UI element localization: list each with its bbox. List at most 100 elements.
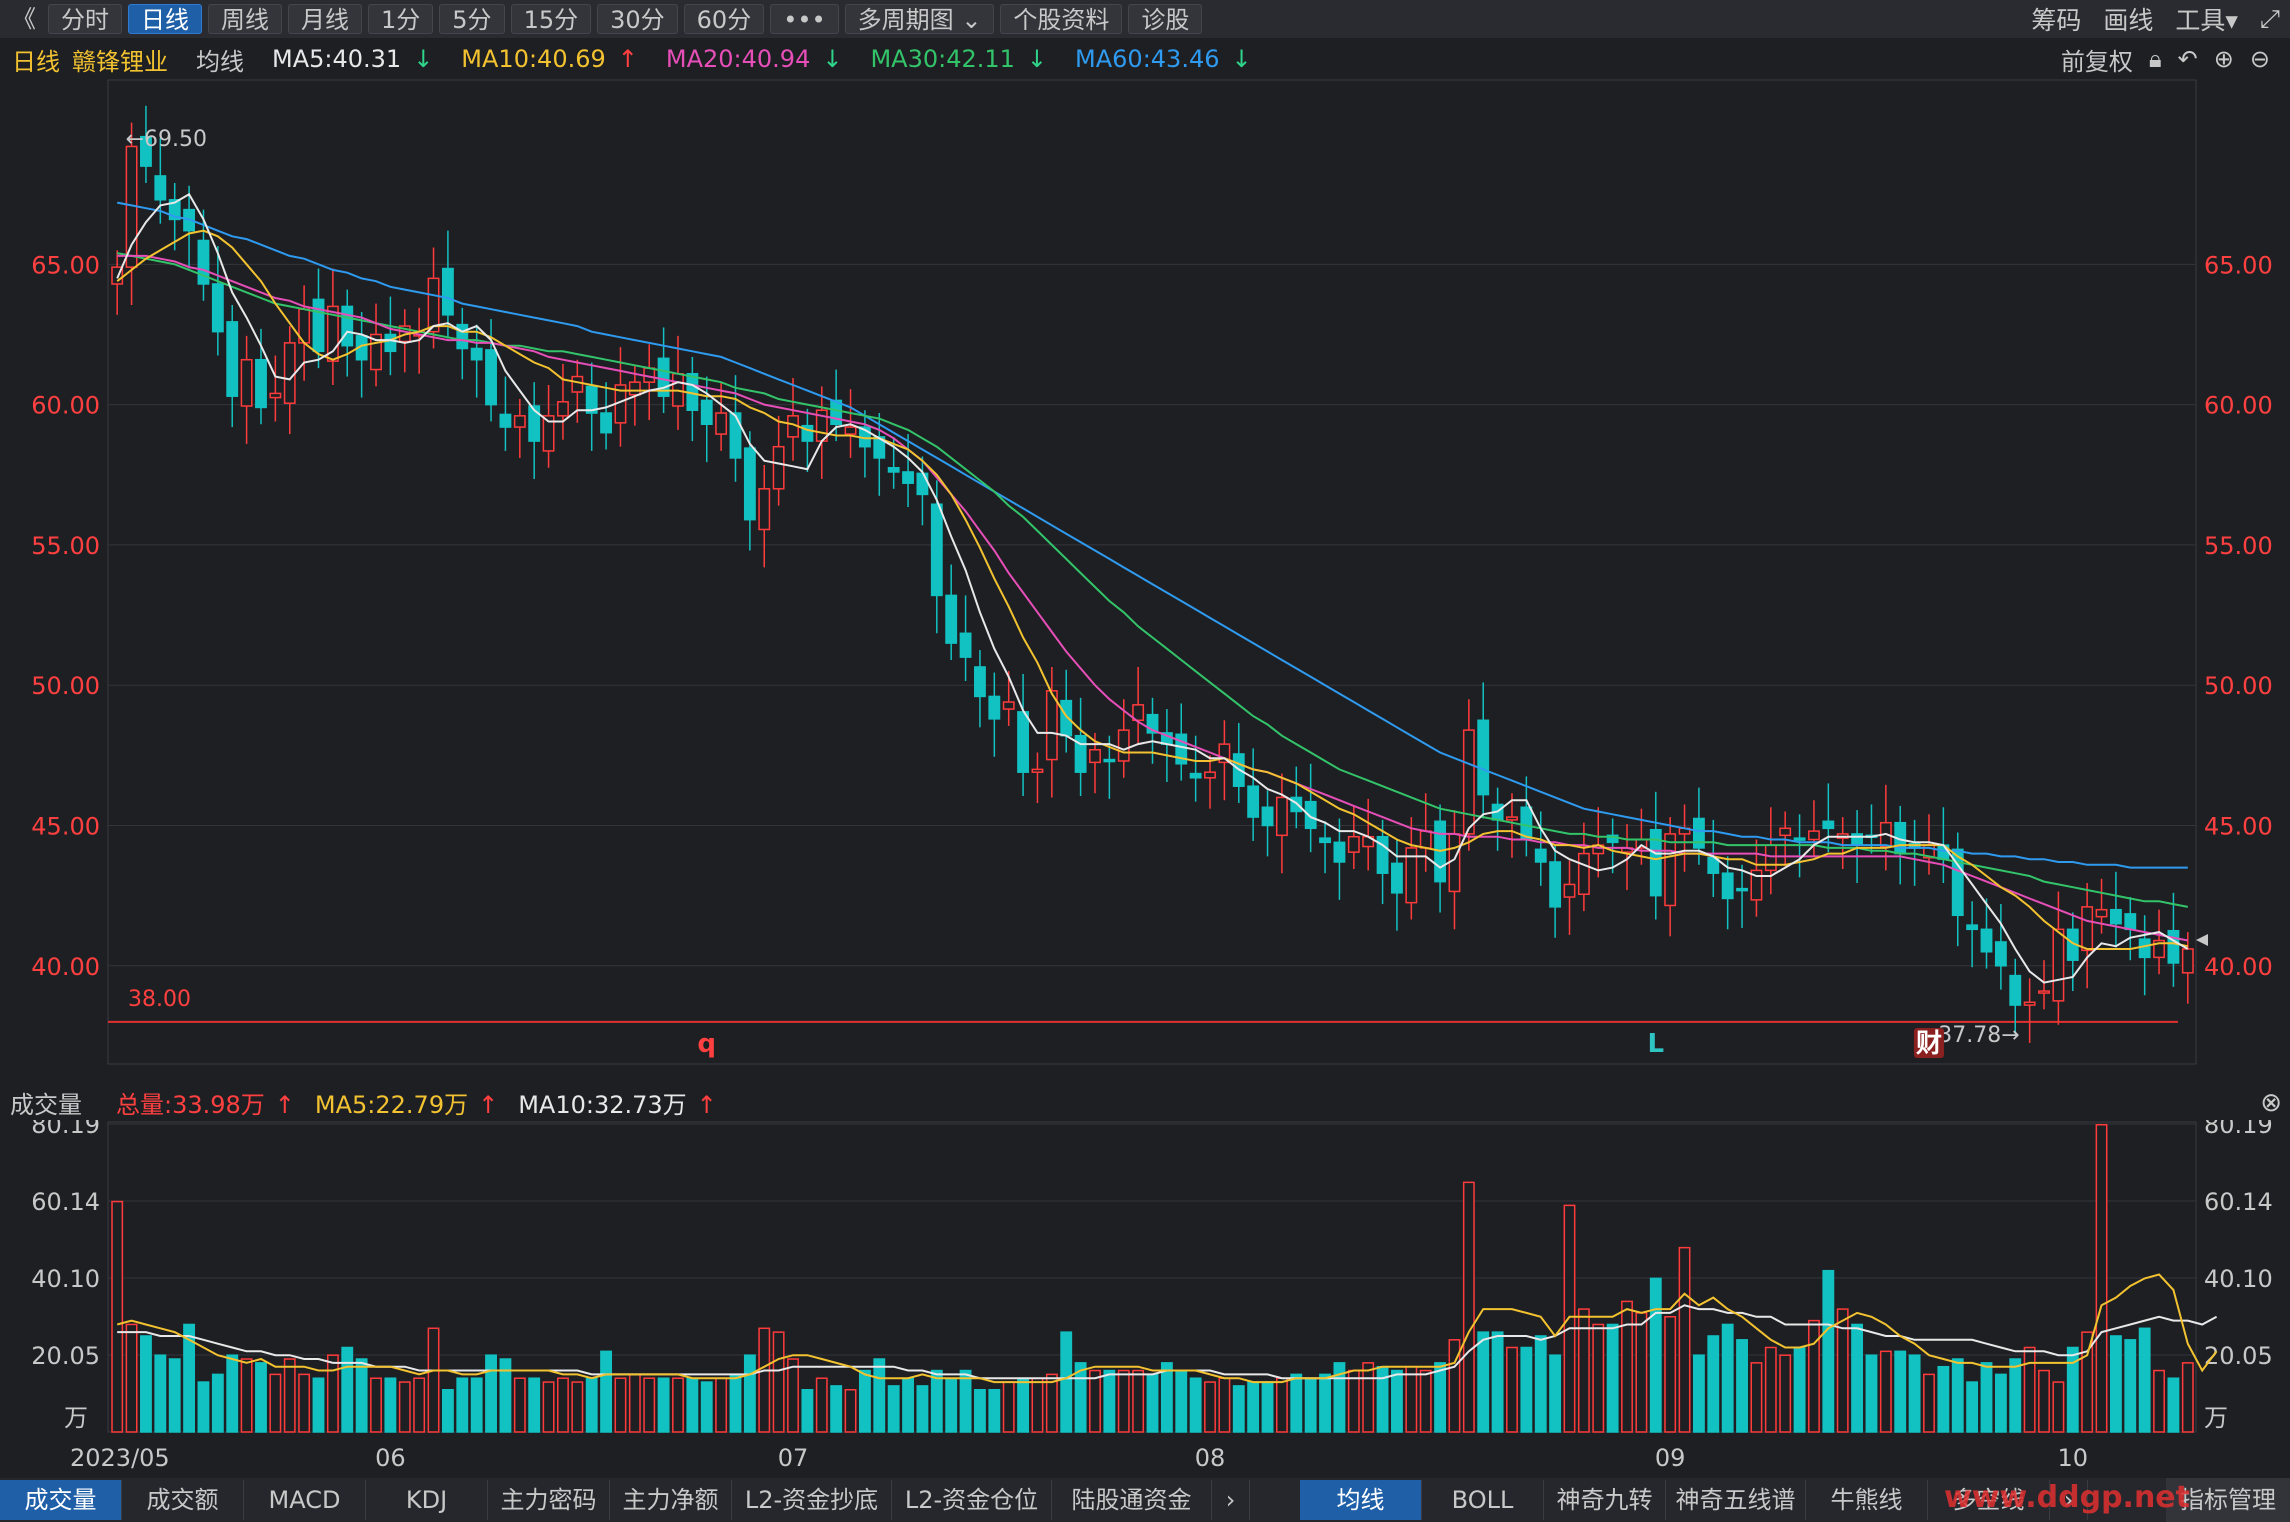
volume-bar-96 bbox=[1491, 1331, 1504, 1433]
tools-button[interactable]: 工具▾ bbox=[2175, 1, 2238, 37]
volume-bar-2 bbox=[140, 1335, 152, 1433]
ma5-line bbox=[116, 192, 2189, 984]
stock-profile-button[interactable]: 个股资料 bbox=[1000, 4, 1123, 34]
ma30-line bbox=[117, 252, 2188, 908]
volume-chart[interactable]: 80.19 80.19 60.14 60.14 40.10 40.10 20.05 20.05… bbox=[0, 1120, 2290, 1478]
collapse-icon[interactable]: 《 bbox=[12, 5, 36, 33]
chips-button[interactable]: 筹码 bbox=[2031, 6, 2082, 35]
event-marker-1: L bbox=[1647, 1029, 1664, 1059]
candle-body-3 bbox=[154, 175, 167, 201]
candle-113 bbox=[1736, 864, 1748, 928]
volume-bar-27 bbox=[499, 1358, 512, 1433]
candle-body-79 bbox=[1247, 785, 1260, 818]
indicator-management-button[interactable]: 指标管理 bbox=[2166, 1478, 2290, 1522]
price-chart[interactable]: 65.00 65.00 60.00 60.00 55.00 55.00 50.00 50.00… bbox=[0, 78, 2290, 1078]
indicator-tab-left-0[interactable]: 成交量 bbox=[0, 1480, 122, 1520]
more-periods-button[interactable]: ••• bbox=[770, 4, 839, 34]
indicator-tab-right-4[interactable]: 牛熊线 bbox=[1806, 1480, 1928, 1520]
price-tick-right-1: 60.00 bbox=[2204, 392, 2273, 420]
period-tab-2[interactable]: 周线 bbox=[208, 4, 282, 34]
zoom-out-icon[interactable]: ⊖ bbox=[2249, 45, 2270, 73]
volume-bar-60 bbox=[974, 1389, 986, 1433]
candle-body-38 bbox=[657, 357, 670, 397]
candle-body-59 bbox=[959, 632, 972, 658]
volume-bar-29 bbox=[528, 1377, 541, 1433]
candle-body-64 bbox=[1031, 768, 1044, 773]
indicator-tab-right-3[interactable]: 神奇五线谱 bbox=[1666, 1480, 1806, 1520]
period-tab-4[interactable]: 1分 bbox=[368, 4, 434, 34]
candle-142 bbox=[2153, 909, 2165, 975]
candle-body-34 bbox=[600, 412, 613, 434]
fullscreen-icon[interactable]: ⤢ bbox=[2259, 4, 2280, 33]
indicator-tab-right-2[interactable]: 神奇九转 bbox=[1544, 1480, 1666, 1520]
volume-bar-76 bbox=[1204, 1381, 1216, 1433]
indicator-tab-left-3[interactable]: KDJ bbox=[366, 1480, 488, 1520]
adjust-mode[interactable]: 前复权 bbox=[2060, 47, 2133, 76]
volume-bar-58 bbox=[945, 1377, 958, 1433]
volume-bar-77 bbox=[1218, 1377, 1231, 1433]
period-tab-0[interactable]: 分时 bbox=[48, 4, 122, 34]
indicator-tab-left-4[interactable]: 主力密码 bbox=[488, 1480, 610, 1520]
period-tab-6[interactable]: 15分 bbox=[510, 4, 592, 34]
candle-33 bbox=[585, 362, 598, 451]
ma-value-text-2: MA20:40.94 bbox=[665, 45, 811, 73]
close-icon[interactable]: ⊗ bbox=[2260, 1088, 2282, 1118]
candle-body-81 bbox=[1275, 796, 1288, 837]
period-tab-3[interactable]: 月线 bbox=[288, 4, 362, 34]
volume-bar-139 bbox=[2109, 1335, 2122, 1433]
volume-bar-34 bbox=[600, 1350, 613, 1433]
undo-icon[interactable]: ↶ bbox=[2177, 45, 2198, 73]
candle-body-16 bbox=[341, 305, 354, 347]
zoom-in-icon[interactable]: ⊕ bbox=[2213, 45, 2234, 73]
volume-tick-left-3: 20.05 bbox=[31, 1342, 100, 1370]
candle-body-8 bbox=[226, 321, 239, 397]
volume-bar-91 bbox=[1419, 1369, 1432, 1433]
indicator-tab-left-7[interactable]: L2-资金仓位 bbox=[892, 1480, 1052, 1520]
candle-80 bbox=[1261, 790, 1274, 857]
chevron-right-icon[interactable]: › bbox=[1212, 1480, 1250, 1520]
indicator-tab-right-1[interactable]: BOLL bbox=[1422, 1480, 1544, 1520]
candle-82 bbox=[1290, 766, 1303, 829]
draw-button[interactable]: 画线 bbox=[2103, 6, 2154, 35]
indicator-tab-right-0[interactable]: 均线 bbox=[1300, 1480, 1422, 1520]
volume-bar-8 bbox=[226, 1354, 239, 1433]
lock-icon[interactable]: 🔒︎ bbox=[2148, 45, 2162, 73]
chevron-right-icon-2[interactable]: › bbox=[2050, 1480, 2088, 1520]
candle-body-11 bbox=[269, 392, 282, 399]
indicator-tab-left-5[interactable]: 主力净额 bbox=[610, 1480, 732, 1520]
candle-130 bbox=[1980, 898, 1993, 969]
volume-bar-136 bbox=[2066, 1346, 2079, 1433]
indicator-tab-left-1[interactable]: 成交额 bbox=[122, 1480, 244, 1520]
multi-period-button[interactable]: 多周期图 ⌄ bbox=[844, 4, 995, 34]
volume-bar-50 bbox=[830, 1385, 843, 1433]
ma-label[interactable]: 均线 bbox=[196, 47, 244, 76]
volume-title[interactable]: 成交量 bbox=[10, 1090, 82, 1119]
indicator-tab-left-8[interactable]: 陆股通资金 bbox=[1052, 1480, 1212, 1520]
volume-bar-112 bbox=[1721, 1323, 1734, 1433]
ma-legend: 日线 赣锋锂业 均线 MA5:40.31 ↓ MA10:40.69 ↑ MA20:40.… bbox=[0, 40, 2290, 78]
candle-body-45 bbox=[758, 488, 771, 531]
period-tab-1[interactable]: 日线 bbox=[128, 4, 202, 34]
volume-bar-126 bbox=[1923, 1373, 1935, 1433]
candle-68 bbox=[1089, 732, 1101, 794]
volume-bar-33 bbox=[585, 1377, 598, 1433]
volume-bar-51 bbox=[844, 1389, 857, 1433]
volume-bar-72 bbox=[1146, 1373, 1159, 1433]
candle-52 bbox=[858, 410, 871, 478]
stock-name[interactable]: 赣锋锂业 bbox=[72, 47, 168, 76]
candle-121 bbox=[1851, 810, 1864, 884]
indicator-tab-left-6[interactable]: L2-资金抄底 bbox=[732, 1480, 892, 1520]
indicator-tab-left-2[interactable]: MACD bbox=[244, 1480, 366, 1520]
volume-bar-142 bbox=[2153, 1369, 2165, 1433]
candle-83 bbox=[1304, 763, 1317, 853]
period-tab-8[interactable]: 60分 bbox=[683, 4, 765, 34]
period-tab-7[interactable]: 30分 bbox=[597, 4, 678, 34]
candle-123 bbox=[1879, 784, 1892, 871]
diagnose-button[interactable]: 诊股 bbox=[1128, 4, 1203, 34]
volume-total: 总量:33.98万 ↑ bbox=[106, 1085, 295, 1120]
indicator-tab-right-5[interactable]: 多空线 bbox=[1928, 1480, 2050, 1520]
candle-94 bbox=[1462, 699, 1475, 851]
candle-34 bbox=[600, 382, 613, 450]
period-tab-5[interactable]: 5分 bbox=[439, 4, 505, 34]
candle-body-23 bbox=[441, 267, 454, 316]
